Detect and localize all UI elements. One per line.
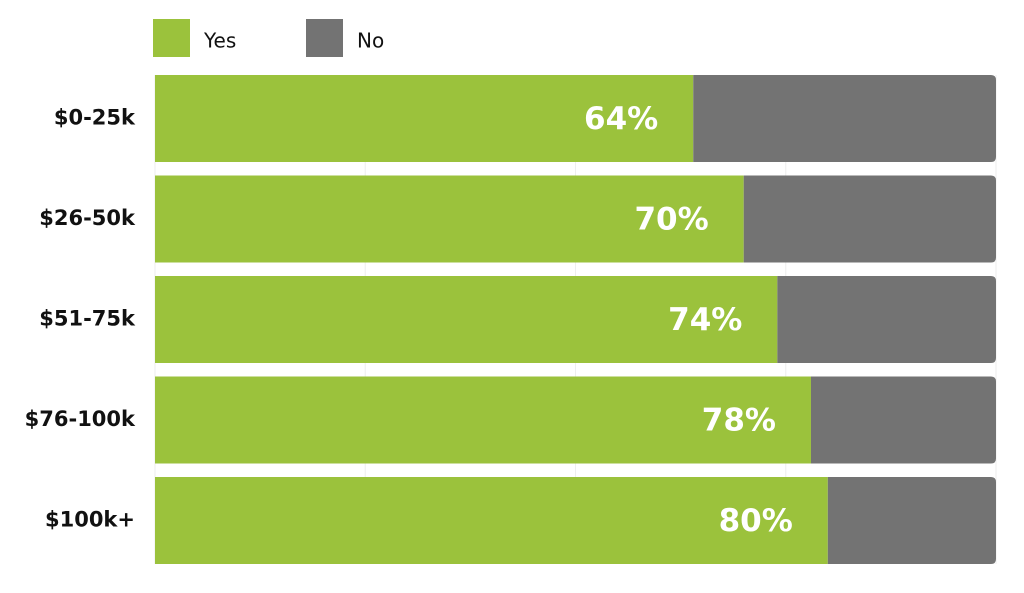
bar-segment: [810, 376, 996, 464]
bar-segment: [155, 276, 778, 363]
data-label: 74%: [668, 302, 742, 338]
legend-label: No: [357, 29, 384, 53]
bar-segment: [743, 175, 996, 263]
data-label: 80%: [719, 503, 793, 539]
data-label: 64%: [584, 101, 658, 137]
y-tick-label: $100k+: [45, 508, 135, 532]
bar-segment: [155, 175, 744, 263]
legend-swatch: [153, 19, 190, 57]
bar-segment: [777, 276, 996, 363]
legend-swatch: [306, 19, 343, 57]
bar-segment: [155, 376, 811, 464]
y-tick-label: $51-75k: [39, 307, 136, 331]
bar-segment: [827, 477, 996, 564]
y-tick-label: $76-100k: [25, 407, 136, 431]
y-tick-label: $0-25k: [54, 106, 136, 130]
data-label: 70%: [634, 202, 708, 238]
bar-segment: [155, 75, 694, 162]
data-label: 78%: [702, 403, 776, 439]
legend-label: Yes: [203, 29, 236, 53]
y-tick-label: $26-50k: [39, 206, 136, 230]
bar-segment: [693, 75, 996, 162]
bar-segment: [155, 477, 828, 564]
